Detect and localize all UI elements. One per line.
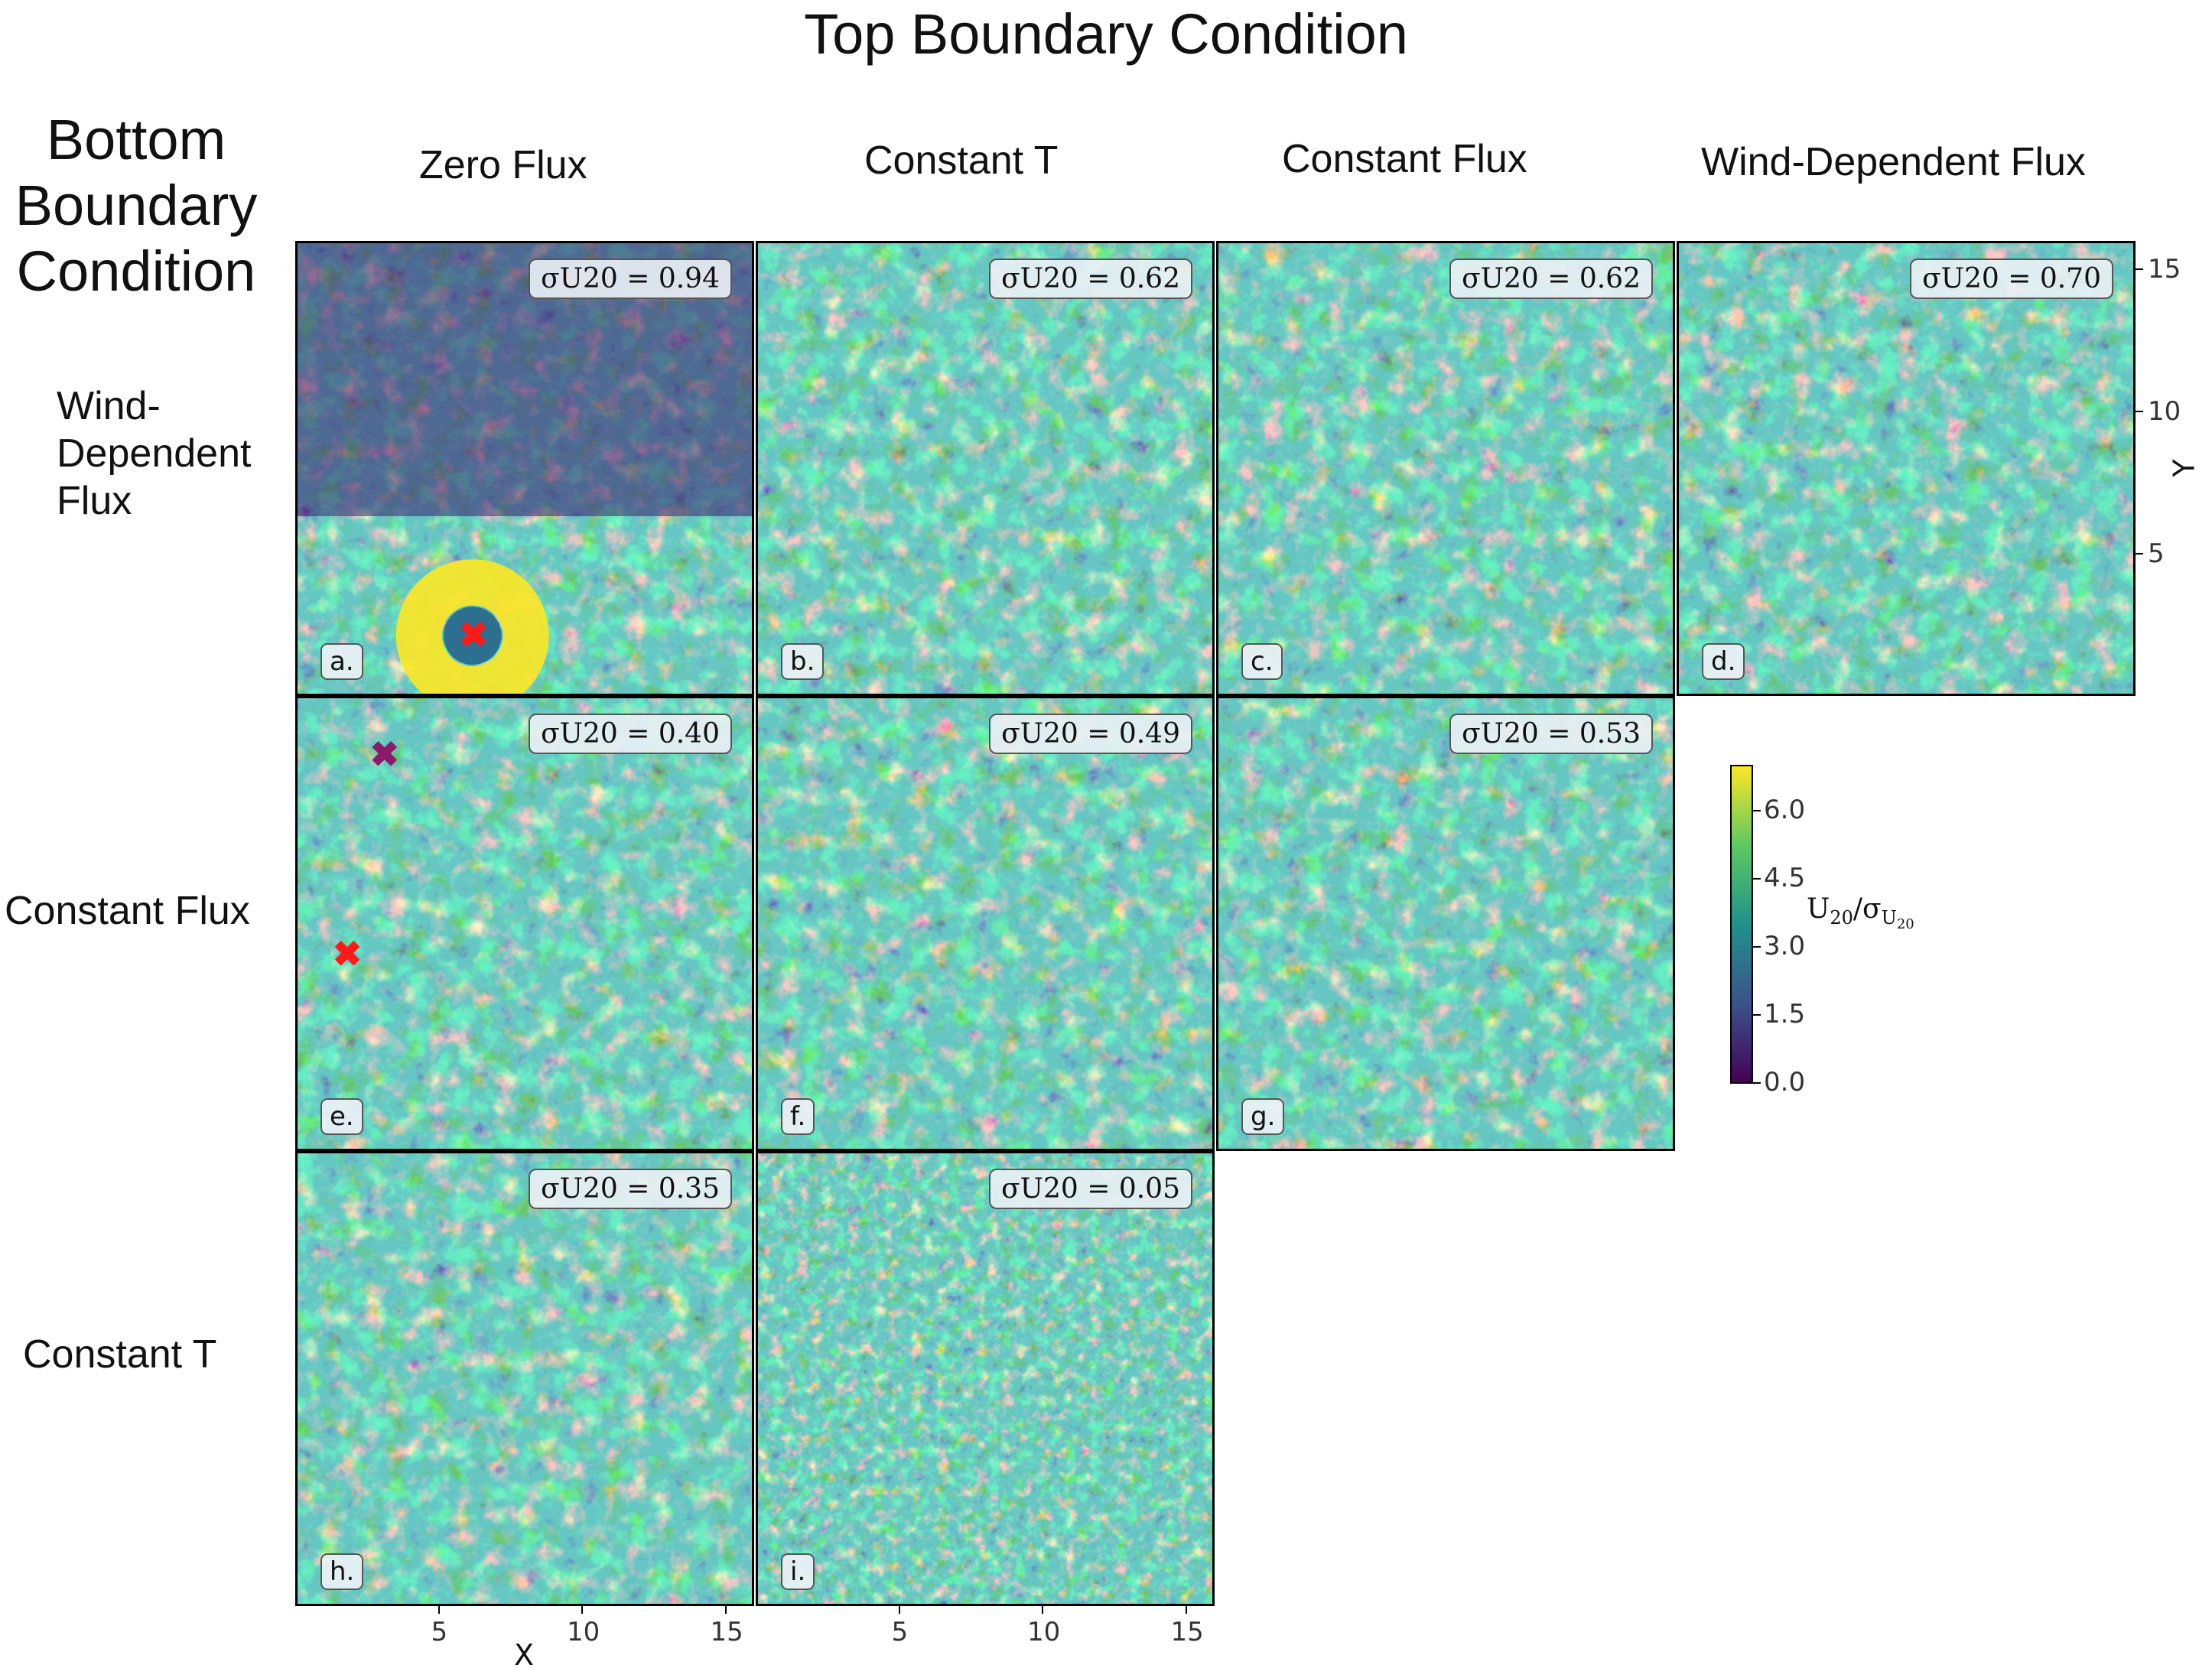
center-marker: ✖: [458, 615, 489, 655]
heatmap-svg: [758, 243, 1212, 694]
eyewall-ring: [395, 559, 549, 694]
colorbar-tick: [1753, 946, 1761, 948]
heatmap-svg: [298, 698, 752, 1149]
colorbar-tick-label: 6.0: [1764, 795, 1806, 826]
colorbar-tick-label: 4.5: [1764, 863, 1806, 894]
colorbar-svg: [1730, 765, 1753, 1084]
panel-label: b.: [781, 643, 825, 680]
heatmap-panel: σU20 = 0.05 i.: [756, 1151, 1215, 1606]
heatmap-svg: [298, 1153, 752, 1604]
sigma-annotation: σU20 = 0.62: [1449, 259, 1653, 299]
x-axis-label: X: [514, 1638, 535, 1672]
colorbar-tick: [1753, 1082, 1761, 1084]
sigma-annotation: σU20 = 0.94: [529, 259, 732, 299]
panel-label: e.: [320, 1098, 363, 1135]
heatmap-field: [1679, 243, 2133, 694]
sigma-annotation: σU20 = 0.35: [529, 1169, 732, 1209]
figure-title: Top Boundary Condition: [804, 2, 1408, 66]
y-tick: [2136, 411, 2143, 413]
colorbar-tick-label: 1.5: [1764, 999, 1806, 1030]
panel-label: g.: [1241, 1098, 1285, 1135]
x-tick-label: 10: [1027, 1617, 1061, 1647]
panel-label: f.: [781, 1098, 815, 1135]
heatmap-svg: [298, 243, 752, 694]
colorbar-tick: [1753, 810, 1761, 812]
x-tick: [898, 1606, 900, 1614]
heatmap-field: [758, 698, 1212, 1149]
row-title-line: Wind-: [57, 384, 161, 428]
x-tick-label: 5: [431, 1617, 448, 1647]
y-tick-label: 10: [2148, 396, 2181, 428]
heatmap-field: [758, 243, 1212, 694]
sigma-annotation: σU20 = 0.70: [1910, 259, 2113, 299]
sigma-annotation: σU20 = 0.40: [529, 714, 732, 754]
heatmap-field: [758, 1153, 1212, 1604]
column-title-constant-flux: Constant Flux: [1282, 137, 1527, 181]
heatmap-panel: σU20 = 0.49 f.: [756, 696, 1215, 1151]
heatmap-svg: [1679, 243, 2133, 694]
x-tick-label: 10: [567, 1617, 600, 1647]
colorbar-tick: [1753, 878, 1761, 880]
row-title-wind-dependent-flux: Wind- Dependent Flux: [57, 382, 251, 525]
y-tick: [2136, 553, 2143, 555]
row-header-line: Boundary: [15, 174, 258, 237]
heatmap-field: [1218, 243, 1673, 694]
y-tick-label: 5: [2148, 538, 2165, 570]
heatmap-panel: σU20 = 0.62 c.: [1216, 241, 1675, 696]
y-axis-label: Y: [2167, 459, 2201, 477]
panel-label: c.: [1241, 643, 1283, 680]
heatmap-svg: [758, 1153, 1212, 1604]
panel-label: i.: [781, 1553, 815, 1590]
heatmap-panel: σU20 = 0.62 b.: [756, 241, 1215, 696]
colorbar-gradient: [1730, 765, 1753, 1084]
colorbar-tick-label: 3.0: [1764, 931, 1806, 962]
row-title-constant-t: Constant T: [23, 1332, 217, 1377]
x-tick-label: 15: [1170, 1617, 1204, 1647]
heatmap-panel: σU20 = 0.70 d.: [1677, 241, 2136, 696]
panel-label: d.: [1702, 643, 1745, 680]
x-tick: [1185, 1606, 1187, 1614]
heatmap-panel: σU20 = 0.35 h.: [295, 1151, 754, 1606]
x-tick: [724, 1606, 727, 1614]
x-tick-label: 15: [710, 1617, 743, 1647]
heatmap-field: [1218, 698, 1673, 1149]
column-title-wind-dependent-flux: Wind-Dependent Flux: [1701, 140, 2086, 184]
colorbar-tick: [1753, 1014, 1761, 1016]
sigma-annotation: σU20 = 0.49: [989, 714, 1192, 754]
row-title-constant-flux: Constant Flux: [5, 889, 250, 933]
sigma-annotation: σU20 = 0.62: [989, 259, 1192, 299]
colorbar-label: U20/σU20: [1807, 893, 1914, 932]
x-tick: [1042, 1606, 1043, 1614]
row-header-line: Condition: [16, 239, 256, 303]
heatmap-panel: σU20 = 0.53 g.: [1216, 696, 1675, 1151]
row-title-line: Flux: [57, 479, 132, 523]
center-marker: ✖: [332, 933, 363, 974]
panel-label: a.: [320, 643, 363, 680]
row-header-line: Bottom: [46, 108, 226, 171]
row-title-line: Dependent: [57, 431, 252, 476]
row-header-title: Bottom Boundary Condition: [6, 107, 266, 304]
column-title-zero-flux: Zero Flux: [419, 143, 587, 187]
heatmap-field: [298, 1153, 752, 1604]
colorbar-tick-label: 0.0: [1764, 1067, 1806, 1098]
x-tick: [581, 1606, 583, 1614]
column-title-constant-t: Constant T: [864, 138, 1059, 183]
center-marker: ✖: [369, 734, 400, 775]
heatmap-svg: [1218, 243, 1673, 694]
y-tick: [2136, 268, 2143, 271]
heatmap-field: [298, 698, 752, 1149]
sigma-annotation: σU20 = 0.53: [1449, 714, 1653, 754]
panel-label: h.: [320, 1553, 364, 1590]
x-tick-label: 5: [891, 1617, 909, 1647]
y-tick-label: 15: [2148, 254, 2181, 285]
heatmap-panel: σU20 = 0.94 a. ✖: [295, 241, 754, 696]
x-tick: [438, 1606, 440, 1614]
heatmap-svg: [1218, 698, 1673, 1149]
sigma-annotation: σU20 = 0.05: [989, 1169, 1192, 1209]
heatmap-panel: σU20 = 0.40 e. ✖ ✖: [295, 696, 754, 1151]
cyclone-eye: [443, 606, 502, 665]
heatmap-svg: [758, 698, 1212, 1149]
